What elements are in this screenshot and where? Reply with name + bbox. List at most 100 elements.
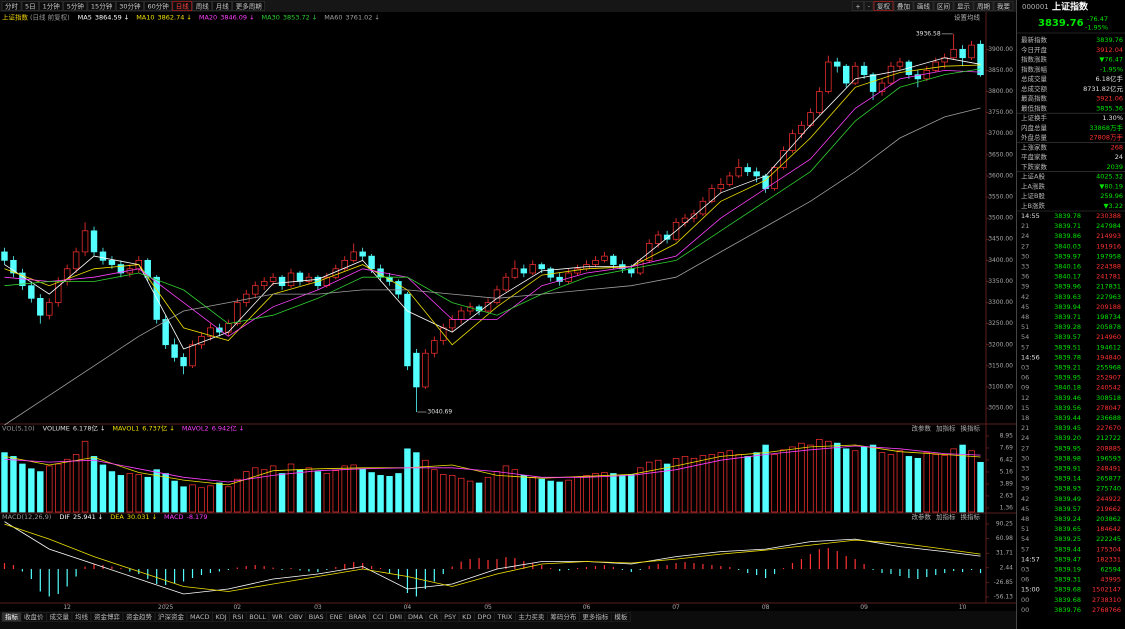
toolbar-tab-label[interactable]: 更多周期 — [236, 2, 263, 11]
bottom-tab-label[interactable]: OBV — [289, 613, 303, 621]
toolbar-button[interactable] — [864, 1, 874, 11]
y-tick-label: 2.44 — [1000, 564, 1014, 571]
toolbar-button-label[interactable]: 复权 — [877, 2, 891, 11]
y-tick-label: 60.98 — [996, 535, 1013, 542]
toolbar-tab-label[interactable]: 日线 — [176, 2, 190, 11]
toolbar-tab-label[interactable]: 分时 — [5, 2, 19, 11]
bottom-tab-label[interactable]: 成交量 — [50, 612, 70, 621]
toolbar-button-label[interactable]: - — [868, 3, 871, 11]
volume-bar — [610, 473, 617, 513]
toolbar-tab-label[interactable]: 60分钟 — [147, 2, 169, 11]
bottom-tab-label[interactable]: BOLL — [249, 613, 266, 621]
bottom-tab-label[interactable]: 筹码分布 — [550, 612, 577, 621]
toolbar-button[interactable] — [851, 1, 864, 11]
toolbar-button-label[interactable]: 我要 — [997, 2, 1011, 11]
toolbar-tab[interactable] — [39, 1, 64, 11]
trade-time: 14:57 — [1021, 555, 1040, 563]
panel-button[interactable]: 换指标 — [961, 512, 981, 521]
bottom-tab-label[interactable]: 资金博弈 — [94, 612, 121, 621]
bottom-tab[interactable] — [611, 612, 631, 622]
toolbar-button[interactable] — [993, 1, 1014, 11]
stat-label: 总成交额 — [1021, 84, 1048, 93]
bottom-tab-label[interactable]: CR — [429, 613, 439, 621]
toolbar-tab[interactable] — [172, 1, 193, 11]
bottom-tab-label[interactable]: DMA — [408, 613, 424, 621]
toolbar-tab-label[interactable]: 15分钟 — [91, 2, 113, 11]
volume-bar — [556, 481, 563, 513]
toolbar-tab-label[interactable]: 5分钟 — [67, 2, 85, 11]
candle-body — [717, 184, 725, 189]
toolbar-button[interactable] — [893, 1, 914, 11]
bottom-tab-label[interactable]: DMI — [389, 613, 402, 621]
toolbar-tab-label[interactable]: 周线 — [196, 2, 210, 11]
toolbar-button-label[interactable]: 周期 — [977, 3, 991, 11]
volume-bar — [896, 450, 904, 513]
toolbar-button-label[interactable]: 显示 — [957, 3, 971, 11]
quote-name: 上证指数 — [1052, 1, 1089, 13]
toolbar-tab[interactable] — [192, 1, 213, 11]
volume-bar — [377, 475, 384, 513]
toolbar-tab-label[interactable]: 1分钟 — [43, 2, 61, 11]
bottom-tab-label[interactable]: 更多指标 — [582, 612, 609, 621]
panel-button[interactable]: 改参数 — [912, 512, 932, 521]
volume-bar — [368, 472, 375, 513]
bottom-tab-label[interactable]: CCI — [372, 613, 383, 621]
stat-value: 6.18亿手 — [1096, 74, 1124, 83]
bottom-tab-label[interactable]: 指标 — [5, 612, 19, 621]
panel-button[interactable]: 加指标 — [936, 424, 956, 433]
trade-time: 45 — [1021, 505, 1029, 513]
panel-button[interactable]: 换指标 — [961, 424, 981, 433]
toolbar-button[interactable] — [973, 1, 994, 11]
bottom-tab-label[interactable]: TRIX — [496, 613, 512, 621]
toolbar-button-label[interactable]: + — [855, 3, 860, 11]
bottom-tab-label[interactable]: PSY — [444, 613, 456, 621]
bottom-tab-label[interactable]: 主力买卖 — [518, 612, 545, 621]
toolbar-tab[interactable] — [115, 1, 144, 11]
stat-value: 3912.04 — [1096, 46, 1123, 54]
stat-value: ▼3.22 — [1104, 202, 1123, 210]
bottom-tab-label[interactable]: 资金趋势 — [126, 612, 153, 621]
bottom-tab-label[interactable]: 模板 — [614, 612, 628, 621]
toolbar-tab[interactable] — [212, 1, 233, 11]
toolbar-tab-label[interactable]: 30分钟 — [119, 2, 141, 11]
bottom-tab-label[interactable]: 均线 — [75, 612, 89, 621]
toolbar-button-label[interactable]: 画线 — [917, 2, 931, 11]
bottom-tab-label[interactable]: BIAS — [309, 613, 324, 621]
toolbar-button[interactable] — [873, 1, 894, 11]
bottom-tab-label[interactable]: ENE — [330, 613, 343, 621]
bottom-tab-label[interactable]: 沪深资金 — [158, 612, 185, 621]
bottom-tab-label[interactable]: KDJ — [215, 613, 226, 621]
toolbar-tab[interactable] — [21, 1, 39, 11]
bottom-tab-label[interactable]: RSI — [233, 613, 244, 621]
toolbar-button[interactable] — [933, 1, 954, 11]
bottom-tab-label[interactable]: BRAR — [349, 613, 367, 621]
bottom-tab-label[interactable]: 收盘价 — [24, 612, 44, 621]
toolbar-button[interactable] — [913, 1, 934, 11]
toolbar-button-label[interactable]: 区间 — [937, 3, 950, 11]
trade-price: 3839.46 — [1054, 394, 1081, 402]
trade-volume: 43995 — [1100, 576, 1121, 584]
toolbar-tab[interactable] — [63, 1, 88, 11]
toolbar-tab-label[interactable]: 月线 — [216, 2, 230, 11]
toolbar-tab[interactable] — [232, 1, 266, 11]
ma-settings[interactable]: 设置均线 — [954, 13, 981, 22]
bottom-tab-label[interactable]: DPO — [477, 613, 491, 621]
panel-button[interactable]: 改参数 — [912, 424, 932, 433]
trade-price: 3839.71 — [1054, 313, 1081, 321]
header-text: ↓ — [312, 14, 317, 22]
trade-price: 3839.28 — [1054, 323, 1081, 331]
panel-button[interactable]: 加指标 — [936, 512, 956, 521]
trade-volume: 217831 — [1096, 283, 1121, 291]
toolbar-tab[interactable] — [1, 1, 22, 11]
toolbar-tab-label[interactable]: 5日 — [25, 3, 36, 11]
toolbar-button[interactable] — [953, 1, 974, 11]
trade-volume: 248491 — [1096, 465, 1121, 473]
bottom-tab-label[interactable]: KD — [462, 613, 471, 621]
bottom-tab-label[interactable]: MACD — [190, 613, 209, 621]
trade-time: 39 — [1021, 485, 1029, 493]
toolbar-tab[interactable] — [87, 1, 116, 11]
toolbar-button-label[interactable]: 叠加 — [897, 2, 910, 11]
toolbar-tab[interactable] — [144, 1, 173, 11]
header-text: ↓ — [100, 425, 105, 433]
bottom-tab-label[interactable]: WR — [272, 613, 283, 621]
